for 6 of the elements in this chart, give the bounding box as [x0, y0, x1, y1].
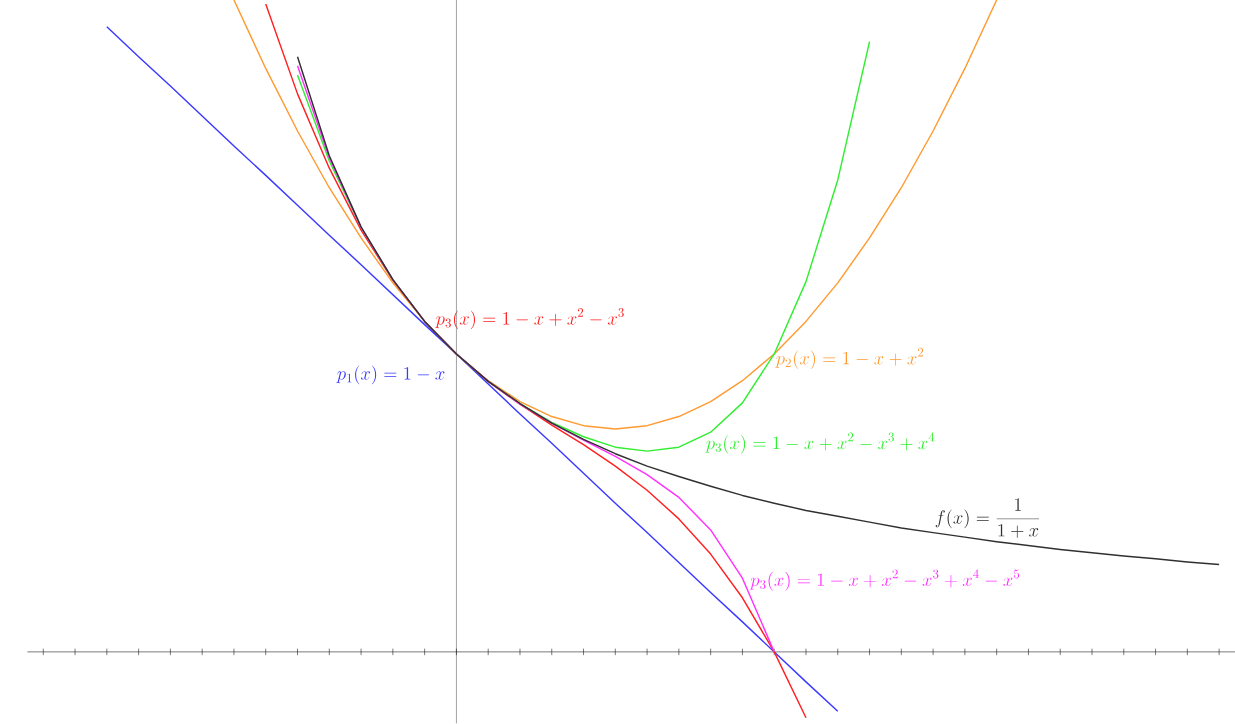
series-label: $p_2(x)=1-x+x^2$ [775, 348, 924, 370]
series-label: $p_3(x)=1-x+x^2-x^3+x^4-x^5$ [749, 569, 1020, 591]
series-label: $p_3(x)=1-x+x^2-x^3+x^4$ [705, 432, 935, 454]
series-label: $f(x)=\frac{1}{1+x}$ [935, 498, 1040, 539]
series-label: $p_1(x)=1-x$ [336, 365, 445, 385]
series-label: $p_3(x)=1-x+x^2-x^3$ [435, 308, 624, 330]
